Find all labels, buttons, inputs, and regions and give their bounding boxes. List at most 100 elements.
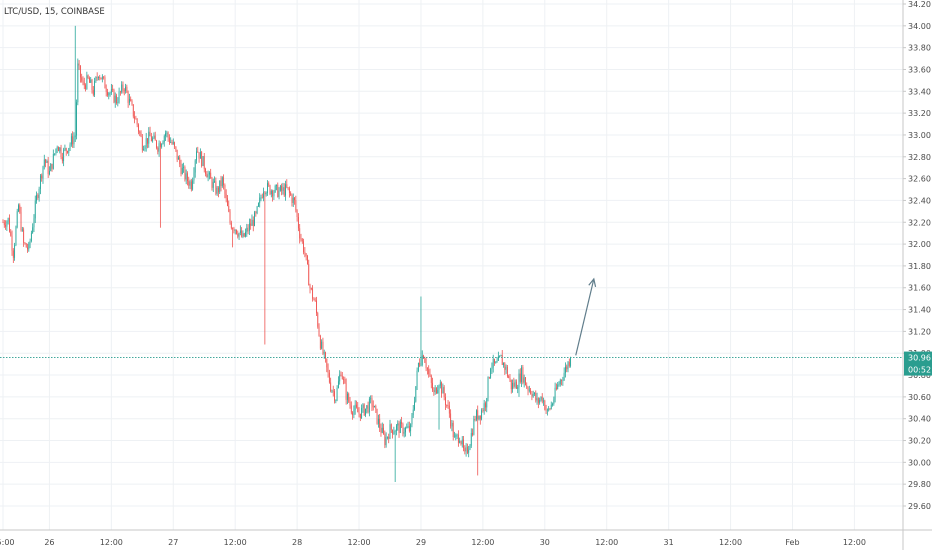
candle-body	[261, 197, 263, 199]
y-tick-label: 31.20	[908, 327, 931, 336]
y-axis[interactable]: 34.20 34.00 33.80 33.60 33.40 33.20 33.00 32.80…	[903, 0, 931, 511]
candle-body	[565, 366, 566, 373]
candle-body	[459, 441, 461, 443]
candle-body	[337, 381, 339, 389]
candle-body	[545, 409, 547, 411]
candle-body	[272, 190, 274, 197]
candle-body	[179, 157, 181, 165]
candle-body	[362, 404, 364, 408]
candle-body	[336, 388, 338, 401]
candle-body	[316, 300, 317, 314]
x-tick-label: 12:00	[100, 538, 123, 547]
candle-body	[505, 366, 507, 370]
candle-body	[347, 393, 348, 400]
candle-body	[243, 233, 245, 237]
candle-body	[398, 423, 400, 433]
candle-body	[232, 228, 234, 230]
candle-body	[269, 185, 271, 195]
candle-body	[454, 436, 455, 438]
candle-body	[89, 78, 90, 83]
candle-body	[159, 143, 161, 147]
candle-body	[549, 408, 551, 410]
candle-body	[448, 405, 450, 414]
candle-body	[176, 149, 178, 160]
candle-body	[349, 401, 351, 406]
candle-body	[188, 181, 190, 186]
candle-body	[206, 173, 208, 178]
candle-body	[194, 160, 196, 173]
candle-body	[225, 193, 227, 199]
candle-body	[98, 77, 99, 78]
candle-body	[460, 441, 462, 445]
candle-body	[401, 421, 403, 424]
candle-body	[105, 88, 107, 92]
candle-body	[481, 410, 483, 420]
candle-body	[110, 89, 112, 93]
candle-body	[149, 131, 151, 137]
candle-body	[103, 76, 105, 78]
candle-body	[304, 252, 306, 254]
candle-body	[566, 366, 568, 370]
candle-body	[543, 400, 544, 402]
candle-body	[198, 152, 200, 159]
candle-body	[372, 405, 374, 408]
x-axis[interactable]: 15:00 26 12:00 27 12:00 28 12:00 29 12:00 30 12:00…	[0, 538, 866, 547]
candle-body	[192, 180, 194, 190]
candle-body	[546, 409, 548, 411]
candle-body	[24, 242, 26, 244]
candle-body	[469, 445, 471, 450]
candle-body	[350, 405, 352, 413]
candle-body	[141, 136, 143, 151]
candle-body	[6, 221, 8, 227]
candle-body	[123, 90, 125, 92]
y-tick-label: 29.60	[908, 502, 931, 511]
candle-body	[540, 396, 542, 400]
y-tick-label: 32.20	[908, 218, 931, 227]
candle-body	[519, 373, 521, 382]
candle-body	[202, 156, 204, 167]
candle-body	[483, 403, 485, 412]
candle-body	[18, 205, 19, 212]
candle-body	[256, 206, 258, 214]
candle-body	[16, 211, 18, 228]
candle-body	[375, 405, 377, 409]
candle-body	[36, 195, 37, 201]
candle-body	[2, 222, 4, 224]
candle-body	[113, 89, 115, 103]
candle-body	[412, 409, 414, 416]
candle-body	[187, 173, 188, 182]
candle-body	[531, 393, 533, 397]
candle-body	[77, 63, 79, 103]
candle-body	[345, 383, 347, 400]
candle-body	[95, 77, 97, 82]
candle-body	[68, 148, 70, 153]
chart-grid	[0, 0, 903, 530]
candle-body	[230, 222, 232, 229]
candle-body	[497, 356, 499, 361]
candle-body	[52, 154, 54, 169]
candle-body	[21, 229, 23, 231]
candle-body	[74, 135, 76, 138]
candle-body	[285, 184, 286, 196]
candle-body	[434, 387, 436, 393]
candle-body	[228, 205, 230, 212]
candle-body	[50, 163, 52, 172]
candle-body	[166, 132, 168, 134]
y-tick-label: 33.20	[908, 109, 931, 118]
candle-body	[414, 401, 415, 410]
candle-body	[203, 156, 205, 170]
candlestick-series	[2, 25, 572, 482]
x-tick-label: 12:00	[843, 538, 866, 547]
y-tick-label: 31.80	[908, 262, 931, 271]
candle-body	[328, 372, 330, 383]
candle-body	[517, 387, 519, 389]
candle-body	[488, 377, 490, 378]
candle-body	[406, 427, 408, 429]
candle-body	[323, 352, 325, 354]
candle-body	[527, 387, 529, 391]
candle-body	[220, 180, 222, 186]
candle-body	[224, 185, 226, 194]
candle-body	[76, 102, 77, 136]
candle-body	[118, 91, 120, 103]
candle-body	[162, 142, 164, 144]
